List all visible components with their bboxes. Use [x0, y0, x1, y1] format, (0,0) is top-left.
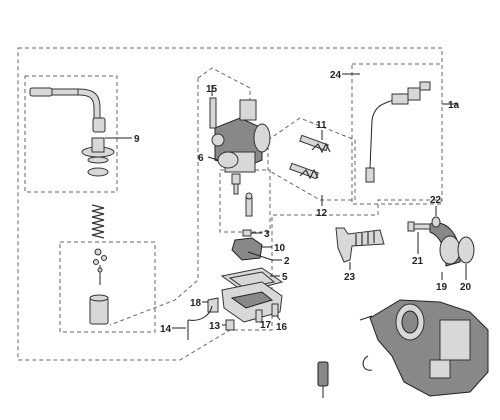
drain-screw-13	[225, 319, 235, 331]
float-arm-2	[247, 251, 273, 261]
group-11-12-outline	[267, 117, 356, 201]
callout-12: 12	[316, 208, 328, 219]
fuel-cock	[317, 361, 329, 398]
callout-2: 2	[284, 256, 290, 267]
callout-10: 10	[274, 243, 286, 254]
callout-21: 21	[412, 256, 424, 267]
slide-guide-outline	[109, 67, 251, 326]
callout-9: 9	[134, 134, 140, 145]
callout-13: 13	[209, 321, 221, 332]
callout-18: 18	[190, 298, 202, 309]
callout-22: 22	[430, 195, 442, 206]
throttle-cable-adjuster-24	[365, 81, 431, 183]
air-screw-12	[289, 162, 319, 180]
washer-22	[431, 216, 441, 228]
idle-screw-11	[299, 134, 331, 154]
leader-6	[207, 156, 219, 161]
bolt-21	[407, 221, 431, 232]
main-jet	[231, 173, 241, 195]
boot-23	[335, 227, 385, 263]
drain-hose-14	[187, 305, 213, 340]
callout-3: 3	[264, 229, 270, 240]
callout-23: 23	[344, 272, 356, 283]
leader-16	[276, 315, 281, 321]
needle-group-outline	[59, 241, 156, 333]
screw-16	[271, 303, 279, 317]
choke-nut	[92, 117, 106, 133]
callout-14: 14	[160, 324, 172, 335]
group-9-outline	[24, 75, 118, 193]
intake-pipe-19	[429, 222, 461, 267]
float-bowl	[221, 281, 283, 323]
callout-19: 19	[436, 282, 448, 293]
fitting-18	[207, 297, 219, 313]
jet-needle-clip	[93, 248, 107, 285]
group-float-outline	[219, 169, 271, 233]
callout-1a: 1a	[448, 100, 460, 111]
needle-valve	[245, 192, 253, 217]
o-ring-20	[457, 236, 475, 264]
callout-24: 24	[330, 70, 342, 81]
o-ring-6	[217, 151, 239, 169]
callout-5: 5	[282, 272, 288, 283]
group-24-outline	[351, 63, 443, 205]
float-10	[231, 237, 263, 261]
choke-spring	[91, 204, 105, 239]
callout-17: 17	[260, 320, 272, 331]
callout-20: 20	[460, 282, 472, 293]
float-pin-3	[242, 229, 252, 237]
throttle-slide	[89, 294, 109, 325]
assembled-carburetor	[359, 299, 489, 397]
choke-cable-fitting	[29, 87, 101, 121]
callout-6: 6	[198, 153, 204, 164]
callout-16: 16	[276, 322, 288, 333]
callout-15: 15	[206, 84, 218, 95]
callout-11: 11	[316, 120, 327, 131]
choke-plunger	[81, 137, 115, 177]
hose-15	[209, 97, 217, 129]
screw-17	[255, 309, 263, 323]
